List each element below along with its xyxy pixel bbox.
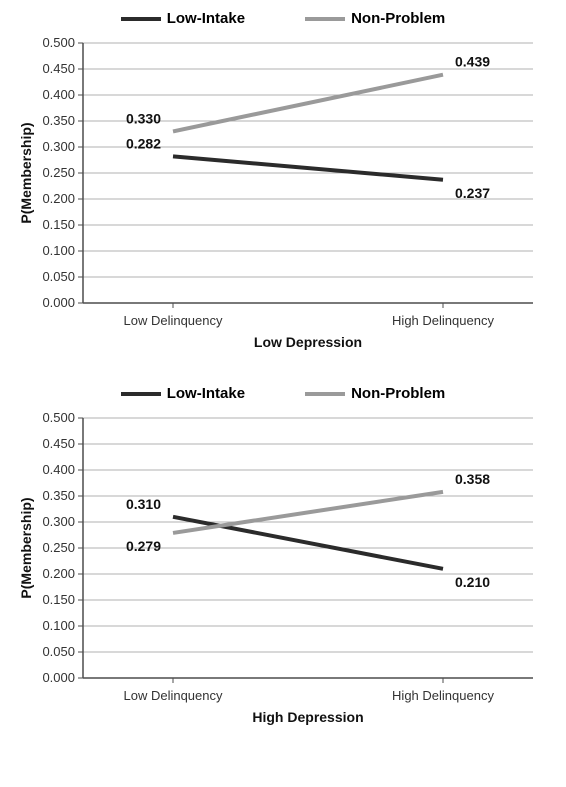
svg-text:0.330: 0.330 xyxy=(126,110,161,126)
legend-item: Low-Intake xyxy=(121,10,245,27)
svg-text:0.500: 0.500 xyxy=(42,35,75,50)
svg-text:0.300: 0.300 xyxy=(42,514,75,529)
svg-text:High Depression: High Depression xyxy=(252,709,363,725)
legend-label: Low-Intake xyxy=(167,385,245,402)
svg-text:0.500: 0.500 xyxy=(42,410,75,425)
svg-text:0.200: 0.200 xyxy=(42,566,75,581)
svg-text:0.000: 0.000 xyxy=(42,670,75,685)
svg-text:0.310: 0.310 xyxy=(126,496,161,512)
svg-text:0.200: 0.200 xyxy=(42,191,75,206)
svg-text:0.300: 0.300 xyxy=(42,139,75,154)
svg-text:0.237: 0.237 xyxy=(455,185,490,201)
svg-text:0.250: 0.250 xyxy=(42,165,75,180)
chart-block: Low-Intake Non-Problem 0.000 0.050 0.100 0.15… xyxy=(13,385,553,740)
svg-text:0.400: 0.400 xyxy=(42,462,75,477)
svg-text:0.050: 0.050 xyxy=(42,644,75,659)
svg-text:High Delinquency: High Delinquency xyxy=(392,688,494,703)
svg-text:0.358: 0.358 xyxy=(455,471,490,487)
chart-svg: 0.000 0.050 0.100 0.150 0.200 0.250 0.300 0.350… xyxy=(13,35,553,365)
chart-legend: Low-Intake Non-Problem xyxy=(13,10,553,27)
svg-text:0.250: 0.250 xyxy=(42,540,75,555)
chart-svg: 0.000 0.050 0.100 0.150 0.200 0.250 0.300 0.350… xyxy=(13,410,553,740)
svg-text:0.282: 0.282 xyxy=(126,135,161,151)
svg-text:High Delinquency: High Delinquency xyxy=(392,313,494,328)
chart-legend: Low-Intake Non-Problem xyxy=(13,385,553,402)
svg-text:Low Depression: Low Depression xyxy=(254,334,362,350)
svg-text:P(Membership): P(Membership) xyxy=(18,122,34,223)
svg-text:0.450: 0.450 xyxy=(42,436,75,451)
legend-label: Low-Intake xyxy=(167,10,245,27)
legend-label: Non-Problem xyxy=(351,385,445,402)
svg-text:P(Membership): P(Membership) xyxy=(18,497,34,598)
svg-text:0.439: 0.439 xyxy=(455,54,490,70)
chart-block: Low-Intake Non-Problem 0.000 0.050 0.100 0.15… xyxy=(13,10,553,365)
svg-text:0.350: 0.350 xyxy=(42,488,75,503)
legend-item: Low-Intake xyxy=(121,385,245,402)
svg-text:0.350: 0.350 xyxy=(42,113,75,128)
svg-text:Low Delinquency: Low Delinquency xyxy=(123,688,223,703)
legend-swatch xyxy=(305,17,345,21)
svg-text:0.279: 0.279 xyxy=(126,538,161,554)
charts-container: Low-Intake Non-Problem 0.000 0.050 0.100 0.15… xyxy=(10,10,556,740)
legend-swatch xyxy=(121,392,161,396)
svg-text:0.450: 0.450 xyxy=(42,61,75,76)
legend-swatch xyxy=(305,392,345,396)
legend-item: Non-Problem xyxy=(305,10,445,27)
svg-text:0.000: 0.000 xyxy=(42,295,75,310)
svg-text:0.100: 0.100 xyxy=(42,618,75,633)
svg-text:0.150: 0.150 xyxy=(42,592,75,607)
legend-item: Non-Problem xyxy=(305,385,445,402)
svg-text:0.050: 0.050 xyxy=(42,269,75,284)
legend-label: Non-Problem xyxy=(351,10,445,27)
svg-text:0.210: 0.210 xyxy=(455,574,490,590)
svg-text:0.100: 0.100 xyxy=(42,243,75,258)
svg-text:0.400: 0.400 xyxy=(42,87,75,102)
svg-text:0.150: 0.150 xyxy=(42,217,75,232)
svg-text:Low Delinquency: Low Delinquency xyxy=(123,313,223,328)
legend-swatch xyxy=(121,17,161,21)
